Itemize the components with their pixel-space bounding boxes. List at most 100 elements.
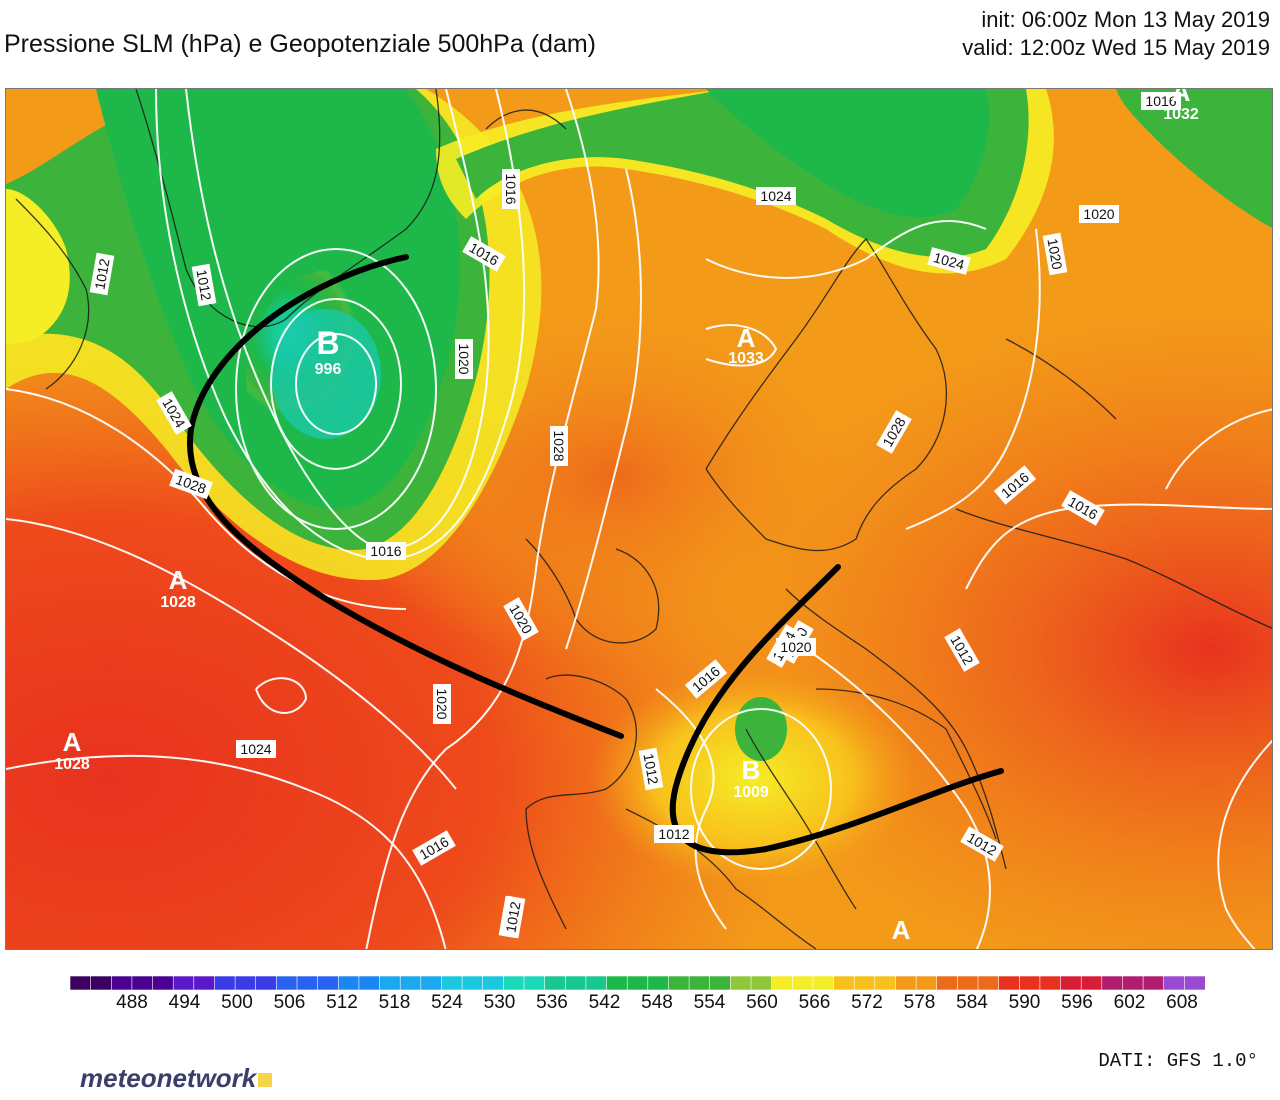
- colorbar-swatch: [399, 975, 422, 991]
- colorbar-swatch: [420, 975, 443, 991]
- colorbar-tick-label: 530: [483, 992, 516, 1013]
- coastlines: [15, 89, 1272, 949]
- colorbar-tick-label: 560: [746, 992, 778, 1013]
- colorbar-swatch: [1060, 975, 1083, 991]
- isobar-label: 1012: [638, 747, 664, 791]
- colorbar-tick-label: 554: [693, 992, 726, 1013]
- colorbar-swatch: [1184, 975, 1206, 991]
- center-letter: B: [316, 325, 339, 361]
- colorbar-swatch: [234, 975, 257, 991]
- colorbar-swatch: [131, 975, 154, 991]
- svg-text:1020: 1020: [434, 688, 450, 719]
- svg-text:1024: 1024: [240, 741, 271, 757]
- isobar-label: 1020: [1042, 232, 1068, 276]
- colorbar-swatch: [750, 975, 773, 991]
- colorbar-swatch: [482, 975, 505, 991]
- colorbar-swatch: [668, 975, 691, 991]
- colorbar-swatch: [564, 975, 587, 991]
- colorbar-swatch: [337, 975, 360, 991]
- colorbar-swatch: [688, 975, 711, 991]
- colorbar-swatch: [1039, 975, 1062, 991]
- isobar-label: 1012: [89, 252, 115, 296]
- center-value: 1028: [160, 594, 196, 611]
- isobar-label: 1012: [191, 263, 217, 307]
- center-letter: B: [742, 755, 761, 785]
- colorbar-swatch: [544, 975, 567, 991]
- colorbar-tick-label: 536: [536, 992, 568, 1013]
- colorbar-tick-label: 494: [168, 992, 201, 1013]
- isobar-label: 1024: [756, 187, 796, 205]
- colorbar-swatch: [358, 975, 381, 991]
- colorbar-swatch: [276, 975, 298, 991]
- colorbar-tick-label: 608: [1166, 992, 1198, 1013]
- colorbar-swatch: [69, 975, 92, 991]
- svg-text:1016: 1016: [503, 173, 519, 204]
- colorbar-swatch: [296, 975, 319, 991]
- colorbar-tick-label: 524: [431, 992, 463, 1013]
- colorbar-swatches: [69, 975, 1206, 991]
- pressure-center: A: [892, 915, 911, 945]
- colorbar-swatch: [709, 975, 732, 991]
- colorbar-swatch: [523, 975, 546, 991]
- colorbar-tick-label: 578: [903, 992, 936, 1013]
- map-title: Pressione SLM (hPa) e Geopotenziale 500h…: [4, 30, 596, 58]
- center-value: 1009: [733, 784, 769, 801]
- center-letter: A: [169, 565, 188, 595]
- colorbar-swatch: [977, 975, 1000, 991]
- isobar-label: 1028: [550, 426, 568, 466]
- colorbar-tick-label: 602: [1113, 992, 1146, 1013]
- isobar-label: 1020: [776, 638, 816, 656]
- colorbar-tick-label: 572: [851, 992, 883, 1013]
- svg-text:1020: 1020: [1044, 237, 1065, 271]
- colorbar-ticks: 488 494 500 506 512 518 524 530 536 542 548 554 560 5…: [70, 992, 1205, 1016]
- colorbar-swatch: [647, 975, 670, 991]
- isobar-label: 1016: [1141, 92, 1181, 110]
- svg-text:1012: 1012: [193, 268, 214, 302]
- isobar-label: 1024: [927, 247, 971, 275]
- isobar-label: 1020: [1079, 205, 1119, 223]
- colorbar-swatch: [214, 975, 237, 991]
- colorbar-swatch: [1018, 975, 1041, 991]
- colorbar-swatch: [936, 975, 959, 991]
- isobar-label: 1020: [455, 339, 473, 379]
- colorbar-swatch: [1101, 975, 1124, 991]
- brand-text: meteonetwork: [80, 1063, 257, 1093]
- svg-text:1028: 1028: [551, 430, 567, 461]
- colorbar-swatch: [771, 975, 794, 991]
- colorbar-tick-label: 512: [326, 992, 358, 1013]
- colorbar-swatch: [441, 975, 464, 991]
- isobar-label: 1024: [236, 740, 276, 758]
- colorbar-swatch: [606, 975, 629, 991]
- svg-text:1024: 1024: [932, 249, 966, 273]
- isobars: [6, 89, 1272, 949]
- colorbar-swatch: [1142, 975, 1165, 991]
- colorbar-swatch: [626, 975, 649, 991]
- colorbar-swatch: [461, 975, 484, 991]
- svg-text:1016: 1016: [370, 543, 401, 559]
- center-letter: A: [63, 727, 82, 757]
- data-source: DATI: GFS 1.0°: [1098, 1050, 1258, 1072]
- center-letter: A: [892, 915, 911, 945]
- weather-map: 1012 1016 1020 1024 1028 1016 1012 1016 1024 1020…: [5, 88, 1273, 950]
- colorbar-swatch: [255, 975, 278, 991]
- brand-square-icon: [258, 1073, 273, 1087]
- colorbar: [69, 975, 1206, 991]
- colorbar-swatch: [957, 975, 979, 991]
- center-letter: A: [737, 323, 756, 353]
- svg-text:1020: 1020: [780, 639, 811, 655]
- colorbar-tick-label: 500: [221, 992, 253, 1013]
- colorbar-tick-label: 518: [378, 992, 411, 1013]
- isobar-labels: 1012 1016 1020 1024 1028 1016 1012 1016 1024 1020…: [89, 92, 1181, 939]
- colorbar-swatch: [791, 975, 814, 991]
- isobar-label: 1016: [366, 542, 406, 560]
- isobar-label: 1012: [654, 825, 694, 843]
- colorbar-swatch: [874, 975, 897, 991]
- colorbar-tick-label: 590: [1008, 992, 1041, 1013]
- brand-logo: meteonetwork: [80, 1063, 273, 1094]
- colorbar-swatch: [998, 975, 1021, 991]
